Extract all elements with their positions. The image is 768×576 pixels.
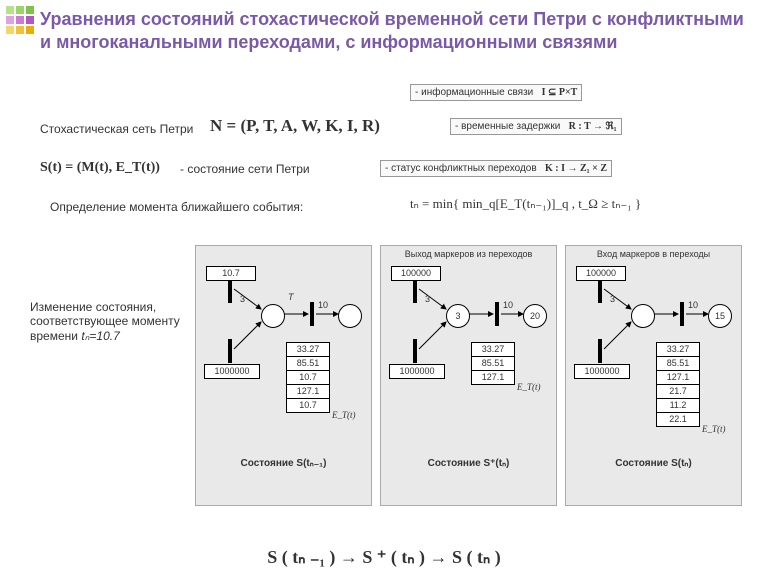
panel-header: Выход маркеров из переходов [381, 246, 556, 264]
info-links-label: - информационные связи [415, 87, 533, 98]
panel-header: Вход маркеров в переходы [566, 246, 741, 264]
time-delays-label: - временные задержки [455, 121, 560, 132]
stoch-net-formula: N = (P, T, A, W, K, I, R) [210, 116, 380, 136]
state-formula: S(t) = (M(t), E_T(t)) [40, 160, 160, 176]
info-links-formula: I ⊆ P×T [542, 87, 578, 98]
corner-decoration [6, 6, 34, 34]
state-panel: Вход маркеров в переходы 100000100000031… [565, 245, 742, 506]
state-panel: Выход маркеров из переходов 100000100000… [380, 245, 557, 506]
stoch-net-label: Стохастическая сеть Петри [40, 122, 193, 136]
bottom-equation: S ( tₙ ₋₁ ) → S ⁺ ( tₙ ) → S ( tₙ ) [0, 547, 768, 568]
conflict-status-label: - статус конфликтных переходов [385, 163, 537, 174]
panels-row: 10.710000003T1033.2785.5110.7127.110.7E_… [195, 245, 742, 506]
conflict-status-box: - статус конфликтных переходов K : I → Z… [380, 160, 612, 177]
panel-footer: Состояние S(tₙ₋₁) [196, 454, 371, 475]
nearest-event-formula: tₙ = min{ min_q[E_T(tₙ₋₁)]_q , t_Ω ≥ tₙ₋… [410, 196, 641, 212]
panel-footer: Состояние S(tₙ) [566, 454, 741, 475]
panel-footer: Состояние S⁺(tₙ) [381, 454, 556, 475]
info-links-box: - информационные связи I ⊆ P×T [410, 84, 582, 101]
state-formula-desc: - состояние сети Петри [180, 162, 310, 176]
page-title: Уравнения состояний стохастической време… [40, 8, 748, 53]
time-delays-formula: R : T → ℜ₁ [569, 121, 617, 132]
state-panel: 10.710000003T1033.2785.5110.7127.110.7E_… [195, 245, 372, 506]
nearest-event-label: Определение момента ближайшего события: [50, 200, 303, 214]
time-delays-box: - временные задержки R : T → ℜ₁ [450, 118, 622, 135]
side-text: Изменение состояния, соответствующее мом… [30, 300, 180, 343]
panel-header [196, 246, 371, 264]
conflict-status-formula: K : I → Z₁ × Z [545, 163, 607, 174]
